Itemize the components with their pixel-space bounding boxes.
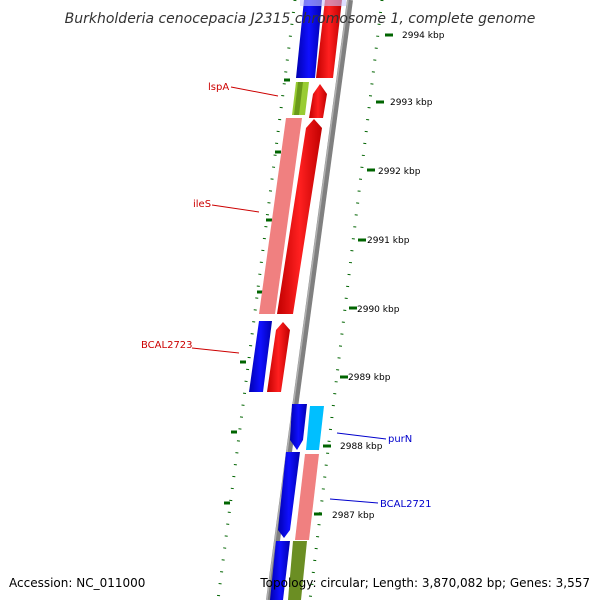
BCAL2721-leader xyxy=(329,498,379,504)
gene-label-ileS[interactable]: ileS xyxy=(193,199,211,210)
cds-arrow-reverse-lower-1[interactable] xyxy=(290,404,307,450)
gene-label-BCAL2723[interactable]: BCAL2723 xyxy=(141,340,193,351)
cds-arrow-forward-BCAL2723[interactable] xyxy=(267,322,290,392)
inner-dotted-line xyxy=(216,0,297,600)
cds-arrow-reverse-lower-2[interactable] xyxy=(278,452,300,538)
gene-label-BCAL2721[interactable]: BCAL2721 xyxy=(380,499,432,510)
kbp-label-2992: 2992 kbp xyxy=(378,167,421,177)
accession-text: Accession: NC_011000 xyxy=(9,576,145,590)
purN-leader xyxy=(336,432,387,440)
cds-arrow-forward-ileS[interactable] xyxy=(277,119,322,314)
gene-BCAL2721-feature[interactable] xyxy=(295,454,319,540)
gene-purN-feature[interactable] xyxy=(306,406,324,450)
kbp-label-2988: 2988 kbp xyxy=(340,442,383,452)
BCAL2723-leader xyxy=(191,347,240,354)
kbp-label-2987: 2987 kbp xyxy=(332,511,375,521)
cds-block-forward-top[interactable] xyxy=(316,0,342,78)
kbp-label-2994: 2994 kbp xyxy=(402,31,445,41)
gene-label-purN[interactable]: purN xyxy=(388,434,412,445)
gene-ileS-feature[interactable] xyxy=(259,118,302,314)
ileS-leader xyxy=(211,204,260,213)
map-title: Burkholderia cenocepacia J2315 chromosom… xyxy=(65,11,536,27)
inner-track-dashes xyxy=(224,78,290,505)
gene-bottom-feature[interactable] xyxy=(288,541,307,600)
kbp-label-2991: 2991 kbp xyxy=(367,236,410,246)
topology-text: Topology: circular; Length: 3,870,082 bp… xyxy=(259,576,590,590)
cds-block-reverse-top[interactable] xyxy=(296,0,322,78)
cds-block-reverse-bottom[interactable] xyxy=(270,541,290,600)
gene-label-lspA[interactable]: lspA xyxy=(208,82,229,93)
cds-arrow-forward-lspA[interactable] xyxy=(309,84,327,118)
lspA-leader xyxy=(230,86,279,97)
kbp-label-2989: 2989 kbp xyxy=(348,373,391,383)
kbp-label-2993: 2993 kbp xyxy=(390,98,433,108)
ruler-ticks xyxy=(314,33,393,516)
kbp-label-2990: 2990 kbp xyxy=(357,305,400,315)
gene-BCAL2723-feature[interactable] xyxy=(249,321,272,392)
